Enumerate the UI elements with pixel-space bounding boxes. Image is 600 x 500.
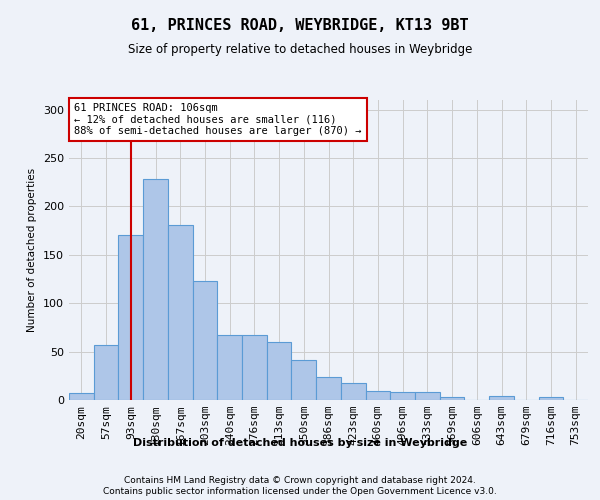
Bar [489,396,514,400]
Bar [69,393,94,400]
Y-axis label: Number of detached properties: Number of detached properties [28,168,37,332]
Text: Distribution of detached houses by size in Weybridge: Distribution of detached houses by size … [133,438,467,448]
Bar [118,236,143,400]
Bar [390,392,415,400]
Bar [193,281,217,400]
Bar [168,225,193,400]
Text: Contains public sector information licensed under the Open Government Licence v3: Contains public sector information licen… [103,488,497,496]
Bar [267,342,292,400]
Bar [365,392,390,400]
Bar [316,377,341,400]
Bar [217,335,242,400]
Text: 61, PRINCES ROAD, WEYBRIDGE, KT13 9BT: 61, PRINCES ROAD, WEYBRIDGE, KT13 9BT [131,18,469,32]
Bar [440,397,464,400]
Text: Contains HM Land Registry data © Crown copyright and database right 2024.: Contains HM Land Registry data © Crown c… [124,476,476,485]
Bar [341,382,365,400]
Text: 61 PRINCES ROAD: 106sqm
← 12% of detached houses are smaller (116)
88% of semi-d: 61 PRINCES ROAD: 106sqm ← 12% of detache… [74,103,362,136]
Bar [292,360,316,400]
Bar [94,345,118,400]
Bar [415,392,440,400]
Bar [539,397,563,400]
Text: Size of property relative to detached houses in Weybridge: Size of property relative to detached ho… [128,42,472,56]
Bar [143,180,168,400]
Bar [242,335,267,400]
